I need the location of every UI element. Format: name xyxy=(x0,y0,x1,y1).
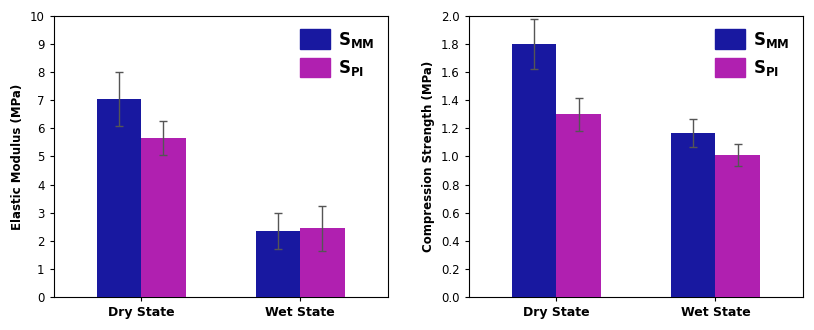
Bar xyxy=(256,231,300,297)
Bar xyxy=(300,228,345,297)
Legend: $\mathbf{S_{MM}}$, $\mathbf{S_{PI}}$: $\mathbf{S_{MM}}$, $\mathbf{S_{PI}}$ xyxy=(295,24,379,83)
Y-axis label: Elastic Modulus (MPa): Elastic Modulus (MPa) xyxy=(11,83,24,230)
Bar xyxy=(97,99,141,297)
Text: B: B xyxy=(487,0,500,3)
Bar xyxy=(556,115,601,297)
Y-axis label: Compression Strength (MPa): Compression Strength (MPa) xyxy=(422,61,435,252)
Text: A: A xyxy=(72,0,85,3)
Bar xyxy=(512,44,556,297)
Bar xyxy=(141,138,186,297)
Bar xyxy=(671,133,716,297)
Legend: $\mathbf{S_{MM}}$, $\mathbf{S_{PI}}$: $\mathbf{S_{MM}}$, $\mathbf{S_{PI}}$ xyxy=(710,24,794,83)
Bar xyxy=(716,155,760,297)
